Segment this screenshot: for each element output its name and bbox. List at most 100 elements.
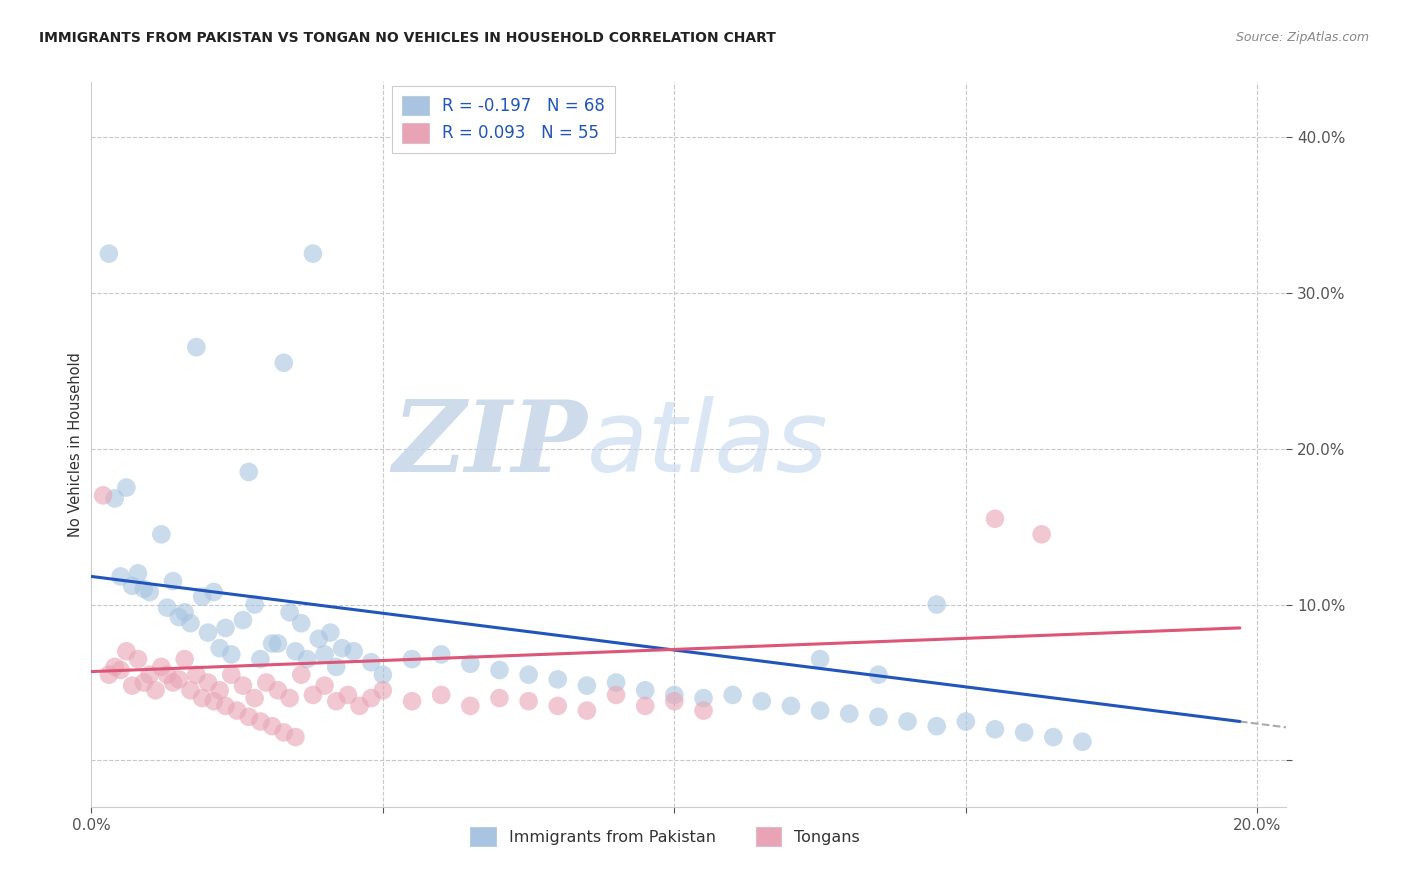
Point (208, 683, 231, 698)
Point (262, 719, 284, 733)
Point (162, 574, 184, 588)
Point (517, 667, 540, 681)
Point (1031, 527, 1053, 541)
Point (343, 644, 366, 658)
Point (104, 660, 127, 674)
Point (91, 488, 114, 502)
Point (115, 481, 138, 495)
Point (314, 679, 336, 693)
Point (896, 714, 918, 729)
Point (138, 667, 160, 681)
Point (460, 657, 482, 671)
Point (214, 621, 236, 635)
Point (547, 698, 569, 713)
Point (401, 694, 423, 708)
Point (115, 644, 138, 658)
Point (314, 648, 336, 662)
Point (273, 356, 295, 370)
Point (156, 600, 179, 615)
Point (262, 636, 284, 650)
Point (173, 605, 195, 619)
Point (197, 625, 219, 640)
Text: ZIP: ZIP (392, 396, 588, 493)
Point (634, 698, 657, 713)
Point (167, 673, 190, 687)
Point (360, 691, 382, 706)
Point (868, 710, 890, 724)
Point (360, 655, 382, 669)
Point (197, 675, 219, 690)
Point (138, 585, 160, 599)
Point (925, 598, 948, 612)
Point (955, 714, 977, 729)
Point (295, 652, 318, 666)
Point (191, 691, 214, 706)
Point (808, 704, 831, 718)
Point (243, 598, 266, 612)
Point (349, 698, 371, 713)
Point (290, 667, 312, 681)
Point (202, 585, 225, 599)
Text: Source: ZipAtlas.com: Source: ZipAtlas.com (1236, 31, 1369, 45)
Point (110, 663, 132, 677)
Point (325, 660, 347, 674)
Point (517, 694, 540, 708)
Point (232, 679, 254, 693)
Point (838, 706, 860, 721)
Point (226, 704, 249, 718)
Text: atlas: atlas (588, 396, 830, 493)
Point (336, 688, 359, 702)
Point (488, 663, 510, 677)
Point (221, 667, 243, 681)
Point (191, 590, 214, 604)
Point (132, 582, 155, 596)
Point (868, 667, 890, 681)
Point (127, 652, 149, 666)
Point (605, 688, 627, 702)
Point (302, 688, 325, 702)
Text: IMMIGRANTS FROM PAKISTAN VS TONGAN NO VEHICLES IN HOUSEHOLD CORRELATION CHART: IMMIGRANTS FROM PAKISTAN VS TONGAN NO VE… (39, 31, 776, 45)
Point (104, 491, 127, 506)
Point (290, 616, 312, 631)
Point (1042, 730, 1064, 744)
Point (1012, 725, 1035, 739)
Point (267, 636, 290, 650)
Point (330, 641, 353, 656)
Point (401, 652, 423, 666)
Y-axis label: No Vehicles in Household: No Vehicles in Household (67, 352, 83, 537)
Point (267, 683, 290, 698)
Point (249, 652, 271, 666)
Point (167, 610, 190, 624)
Point (150, 527, 173, 541)
Point (319, 625, 342, 640)
Point (121, 579, 143, 593)
Point (751, 694, 773, 708)
Point (430, 688, 453, 702)
Point (232, 613, 254, 627)
Point (692, 704, 714, 718)
Point (692, 691, 714, 706)
Point (173, 652, 195, 666)
Point (780, 698, 803, 713)
Point (808, 652, 831, 666)
Point (179, 683, 201, 698)
Point (249, 714, 271, 729)
Point (371, 667, 394, 681)
Point (575, 704, 598, 718)
Point (214, 698, 236, 713)
Point (208, 641, 231, 656)
Point (243, 691, 266, 706)
Point (97, 667, 120, 681)
Point (238, 710, 260, 724)
Point (547, 673, 569, 687)
Point (605, 675, 627, 690)
Point (179, 616, 201, 631)
Point (150, 660, 173, 674)
Point (110, 569, 132, 583)
Point (488, 691, 510, 706)
Point (984, 723, 1007, 737)
Point (97, 246, 120, 260)
Point (162, 675, 184, 690)
Legend: Immigrants from Pakistan, Tongans: Immigrants from Pakistan, Tongans (463, 819, 868, 854)
Point (721, 688, 744, 702)
